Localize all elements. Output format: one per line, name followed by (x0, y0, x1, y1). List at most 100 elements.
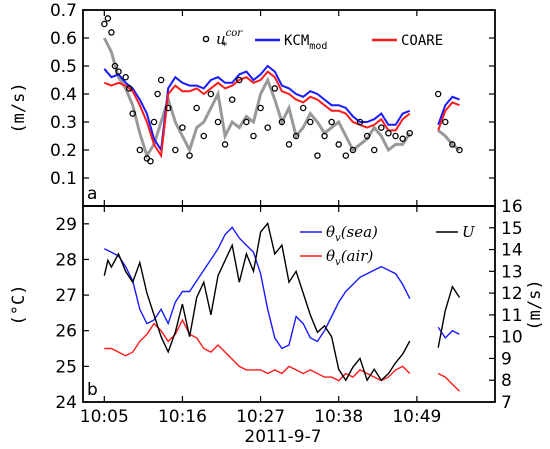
legend-ustar-marker (202, 35, 210, 43)
point-ustar-cor (335, 141, 342, 148)
point-ustar-cor (264, 124, 271, 131)
point-ustar-cor (349, 146, 357, 154)
point-ustar-cor (122, 73, 129, 81)
panel-b-y-ticks-left: 24 25 26 27 28 29 (55, 215, 89, 413)
point-ustar-cor (236, 76, 243, 84)
panel-a-ylabel: (m/s) (9, 82, 29, 133)
legend-theta-air-label: θv(air) (326, 247, 373, 268)
y-tick-label-left: 28 (55, 250, 77, 270)
point-ustar-cor (385, 129, 392, 137)
point-ustar-cor (228, 96, 236, 103)
y-tick-label-right: 10 (501, 328, 523, 348)
series-line-kcm-mod (103, 64, 460, 153)
series-line-theta-air (104, 318, 460, 392)
legend-coare-label: COARE (401, 33, 443, 49)
point-ustar-cor (243, 118, 250, 126)
point-ustar-cor (378, 124, 385, 131)
point-ustar-cor (328, 118, 335, 126)
panel-a-y-ticks: 0.1 0.2 0.3 0.4 0.5 0.6 0.7 (50, 1, 495, 189)
point-ustar-cor (150, 118, 158, 126)
x-tick-label: 10:38 (314, 407, 363, 427)
point-ustar-cor (186, 152, 193, 159)
point-ustar-cor (292, 132, 300, 140)
point-ustar-cor (221, 141, 229, 148)
point-ustar-cor (136, 146, 144, 154)
y-tick-label: 0.1 (50, 169, 77, 189)
point-ustar-cor (363, 132, 371, 140)
point-ustar-cor (101, 20, 108, 28)
point-ustar-cor (299, 104, 307, 112)
panel-b-legend: θv(sea) θv(air) U (300, 223, 476, 268)
point-ustar-cor (108, 29, 115, 36)
y-tick-label: 0.6 (50, 29, 77, 49)
x-tick-label: 10:05 (80, 407, 129, 427)
y-tick-label-right: 13 (501, 262, 523, 282)
y-tick-label: 0.5 (50, 57, 77, 77)
y-tick-label-left: 25 (55, 357, 77, 377)
y-tick-label-left: 24 (55, 393, 77, 413)
panel-a-legend: ucor * KCMmod COARE (202, 28, 443, 52)
point-ustar-cor (314, 152, 321, 159)
panel-b-label: b (87, 380, 98, 400)
point-ustar-cor (257, 104, 264, 112)
x-tick-label: 10:27 (236, 407, 285, 427)
point-ustar-cor (356, 118, 364, 126)
y-tick-label: 0.7 (50, 1, 77, 21)
point-ustar-cor (321, 132, 328, 140)
point-ustar-cor (442, 118, 449, 126)
legend-kcm-label: KCMmod (284, 33, 327, 52)
point-ustar-cor (392, 132, 399, 140)
panel-b-ylabel-left: (°C) (9, 285, 29, 326)
legend-ustar-label: ucor * (216, 28, 243, 52)
panel-b-x-ticks: 10:05 10:16 10:27 10:38 10:49 (80, 206, 441, 427)
series-line-wind-u (103, 221, 461, 382)
point-ustar-cor (307, 118, 314, 126)
point-ustar-cor (104, 15, 112, 22)
y-tick-label: 0.2 (50, 141, 77, 161)
point-ustar-cor (111, 62, 119, 70)
point-ustar-cor (434, 90, 442, 98)
point-ustar-cor (193, 104, 200, 112)
point-ustar-cor (370, 146, 378, 154)
y-tick-label-right: 12 (501, 284, 523, 304)
legend-wind-label: U (462, 223, 476, 241)
point-ustar-cor (456, 146, 463, 154)
point-ustar-cor (271, 85, 279, 92)
point-ustar-cor (164, 104, 172, 112)
panel-a-series (101, 15, 463, 165)
point-ustar-cor (115, 68, 122, 75)
point-ustar-cor (214, 118, 222, 126)
x-tick-label: 10:16 (158, 407, 207, 427)
x-tick-label: 10:49 (392, 407, 441, 427)
y-tick-label-right: 7 (501, 393, 512, 413)
point-ustar-cor (342, 152, 350, 159)
point-ustar-cor (200, 132, 208, 140)
point-ustar-cor (125, 85, 133, 92)
point-ustar-cor (449, 141, 456, 148)
y-tick-label-right: 9 (501, 349, 512, 369)
y-tick-label-right: 14 (501, 241, 523, 261)
point-ustar-cor (399, 135, 406, 143)
point-ustar-cor (179, 124, 186, 131)
point-ustar-cor (250, 132, 257, 140)
point-ustar-cor (154, 90, 161, 98)
y-tick-label-left: 26 (55, 322, 77, 342)
y-tick-label-right: 11 (501, 306, 523, 326)
panel-b-frame (82, 205, 496, 403)
point-ustar-cor (278, 118, 286, 126)
y-tick-label-left: 29 (55, 215, 77, 235)
y-tick-label-left: 27 (55, 286, 77, 306)
point-ustar-cor (147, 157, 154, 165)
y-tick-label-right: 16 (501, 197, 523, 217)
point-ustar-cor (157, 76, 165, 84)
point-ustar-cor (285, 141, 293, 148)
y-tick-label: 0.4 (50, 85, 77, 105)
panel-a: 0.1 0.2 0.3 0.4 0.5 0.6 0.7 (m/s) a ucor * KCMm… (9, 1, 496, 207)
point-ustar-cor (172, 146, 179, 154)
panel-b-ylabel-right: (m/s) (525, 279, 545, 330)
legend-theta-sea-label: θv(sea) (326, 223, 378, 244)
y-tick-label-right: 8 (501, 371, 512, 391)
point-ustar-cor (207, 90, 215, 98)
panel-a-x-ticks (103, 10, 418, 206)
